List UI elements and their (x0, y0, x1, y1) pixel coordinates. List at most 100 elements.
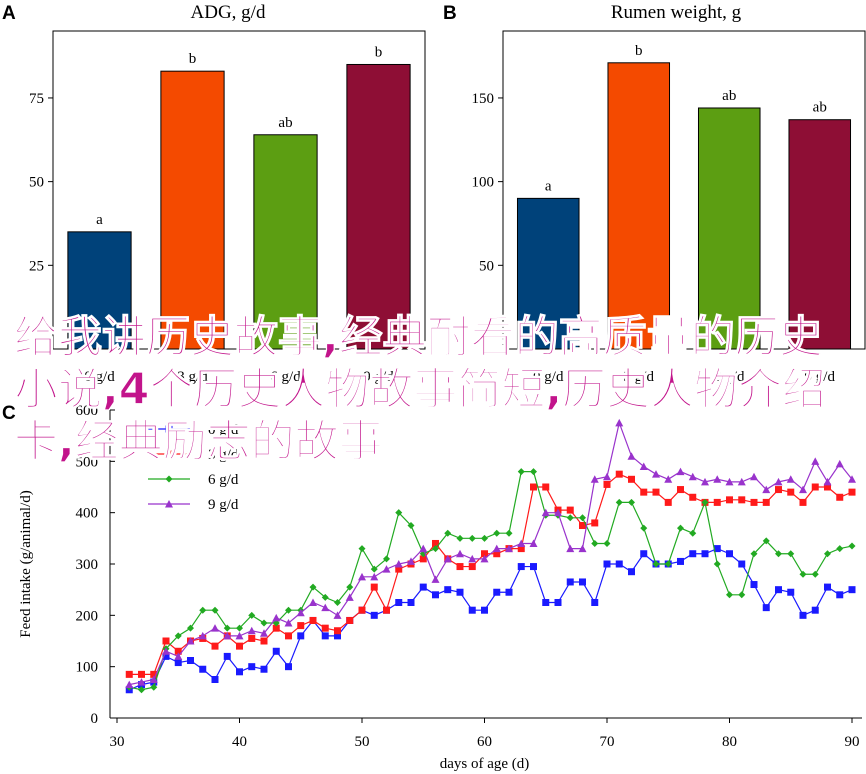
data-point (848, 586, 856, 594)
data-point (787, 550, 795, 558)
data-point (165, 500, 173, 508)
data-point (530, 483, 537, 491)
data-point (480, 554, 489, 563)
data-point (419, 555, 427, 563)
bar-significance-label: ab (722, 88, 736, 104)
data-point (811, 570, 819, 578)
data-point (334, 627, 341, 635)
data-point (590, 475, 599, 483)
data-point (162, 637, 170, 645)
chart-title-a: ADG, g/d (191, 2, 266, 23)
data-point (554, 599, 562, 606)
data-point (383, 606, 390, 614)
data-point (468, 606, 476, 614)
x-category-label: 9 g/d (805, 369, 836, 385)
bar-significance-label: a (545, 178, 552, 194)
data-point (750, 581, 758, 589)
data-point (333, 611, 342, 619)
data-point (640, 488, 648, 496)
data-point (762, 537, 770, 545)
bar (788, 119, 852, 350)
data-point (186, 637, 195, 645)
data-point (187, 657, 194, 665)
x-category-label: 6 g/d (714, 369, 745, 385)
data-point (223, 652, 231, 660)
data-point (848, 488, 856, 496)
data-point (407, 557, 415, 565)
data-point (165, 475, 173, 483)
data-point (321, 603, 330, 612)
bar-significance-label: a (96, 212, 103, 228)
data-point (615, 418, 624, 427)
data-point (823, 477, 832, 486)
bar (697, 107, 761, 350)
data-point (419, 544, 428, 553)
data-point (505, 529, 513, 537)
data-point (787, 588, 795, 596)
data-point (726, 550, 733, 558)
data-point (272, 624, 280, 632)
watermark-overlay-text: 给我讲历史故事,经典耐看的高质量的历史小说,4个历史人物故事简短,历史人物介绍卡… (13, 311, 827, 467)
data-point (198, 631, 207, 640)
bar-significance-label: ab (278, 115, 292, 131)
data-point (517, 563, 525, 571)
data-point (591, 599, 599, 606)
data-point (174, 632, 182, 640)
data-point (285, 663, 292, 671)
bar-significance-label: ab (813, 100, 827, 116)
data-point (481, 550, 488, 558)
data-point (346, 583, 354, 591)
data-point (431, 575, 440, 583)
data-point (848, 542, 856, 550)
data-point (309, 583, 317, 591)
data-point (236, 624, 243, 632)
data-point (640, 550, 648, 558)
x-category-label: 3 g/d (177, 369, 208, 385)
data-point (468, 554, 477, 563)
data-point (468, 563, 476, 571)
x-tick-label: 50 (355, 734, 370, 750)
data-point (824, 583, 831, 591)
data-point (382, 565, 391, 573)
y-tick-label: 400 (76, 506, 99, 522)
x-category-label: 0 g/d (533, 369, 564, 385)
data-point (664, 498, 672, 506)
data-point (615, 470, 623, 478)
data-point (566, 578, 574, 586)
legend-label: 0 g/d (208, 422, 239, 438)
data-point (726, 591, 733, 599)
legend-label: 3 g/d (208, 447, 239, 463)
data-point (211, 624, 219, 632)
data-point (664, 560, 672, 568)
data-point (725, 477, 734, 486)
data-point (223, 631, 232, 640)
data-point (677, 524, 684, 532)
data-point (836, 493, 844, 501)
bar-significance-label: b (635, 43, 643, 59)
data-point (345, 593, 354, 601)
data-point (456, 588, 464, 596)
data-point (138, 686, 145, 694)
data-point (260, 665, 268, 673)
data-point (628, 498, 635, 506)
data-point (799, 570, 807, 578)
data-point (824, 483, 831, 491)
data-point (591, 519, 599, 527)
data-point (603, 560, 611, 568)
data-point (811, 606, 819, 614)
data-point (346, 616, 354, 624)
data-point (505, 544, 513, 553)
legend-label: 9 g/d (208, 497, 239, 513)
data-point (676, 467, 685, 476)
data-point (689, 529, 697, 537)
data-point (542, 483, 550, 491)
data-point (542, 599, 550, 606)
data-point (701, 477, 709, 486)
data-point (824, 550, 831, 558)
data-point (296, 608, 305, 617)
data-point (334, 599, 341, 606)
y-tick-label: 300 (76, 557, 99, 573)
y-tick-label: 600 (76, 403, 99, 419)
legend-label: 6 g/d (208, 472, 239, 488)
data-point (481, 534, 488, 542)
